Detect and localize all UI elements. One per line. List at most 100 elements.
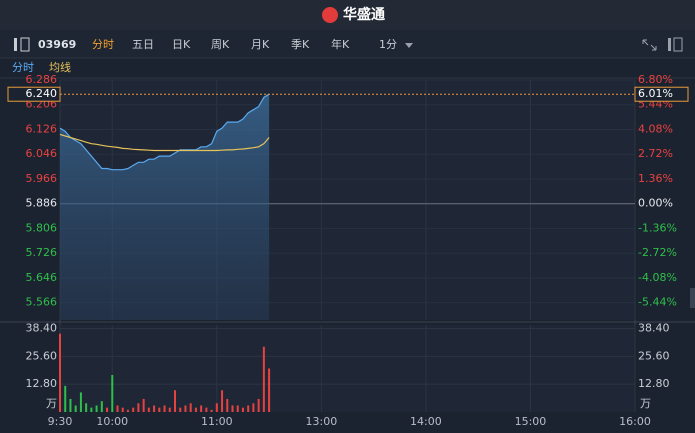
volume-bar <box>106 407 109 412</box>
y2-tick-label: 4.08% <box>638 122 673 135</box>
y-tick-label: 5.886 <box>26 197 58 210</box>
panel-toggle-icon[interactable] <box>14 38 17 51</box>
y-unit: 万 <box>46 397 57 410</box>
volume-bar <box>69 398 72 412</box>
volume-bar <box>64 385 67 412</box>
volume-bar <box>142 398 145 412</box>
volume-bar <box>194 407 197 412</box>
y2-tick-label: -1.36% <box>638 221 677 234</box>
y-tick-label: 25.60 <box>638 349 670 362</box>
volume-panel <box>60 325 635 412</box>
top-bar <box>0 0 695 30</box>
average-line <box>59 133 270 152</box>
volume-bar <box>262 346 265 412</box>
series-tab[interactable]: 均线 <box>49 60 71 74</box>
x-tick-label: 15:00 <box>515 415 547 428</box>
brand-icon <box>322 7 338 23</box>
volume-bar <box>221 390 224 412</box>
period-tab[interactable]: 年K <box>331 37 350 51</box>
volume-bar <box>210 409 213 412</box>
volume-bar <box>147 407 150 412</box>
y2-tick-label: 0.00% <box>638 197 673 210</box>
y-unit: 万 <box>640 397 651 410</box>
y-tick-label: 5.806 <box>26 221 58 234</box>
price-box <box>7 86 61 102</box>
y2-tick-label: 2.72% <box>638 147 673 160</box>
expand-icon[interactable] <box>642 39 657 51</box>
volume-bar <box>168 407 171 412</box>
y-tick-label: 38.40 <box>638 321 670 334</box>
last-price: 6.240 <box>26 87 58 100</box>
y-tick-label: 25.60 <box>26 349 58 362</box>
volume-bar <box>74 405 77 412</box>
volume-bar <box>205 407 208 412</box>
volume-bar <box>59 333 61 412</box>
y-tick-label: 12.80 <box>26 377 58 390</box>
period-tab[interactable]: 季K <box>291 38 310 51</box>
y-tick-label: 6.046 <box>26 147 58 160</box>
volume-bar <box>189 403 192 412</box>
volume-bar <box>268 368 271 412</box>
volume-bar <box>184 405 187 412</box>
volume-bar <box>90 407 93 412</box>
side-icon[interactable] <box>668 38 671 51</box>
volume-bar <box>226 398 229 412</box>
y-tick-label: 5.726 <box>26 246 58 259</box>
period-tab[interactable]: 周K <box>211 38 230 51</box>
y2-tick-label: -5.44% <box>638 296 677 309</box>
y-tick-label: 6.126 <box>26 122 58 135</box>
period-tab[interactable]: 分时 <box>92 38 114 51</box>
interval-select[interactable]: 1分 <box>379 38 397 51</box>
y2-tick-label: 6.80% <box>638 73 673 86</box>
y2-tick-label: -4.08% <box>638 271 677 284</box>
volume-bar <box>100 401 103 412</box>
y-tick-label: 6.286 <box>26 73 58 86</box>
x-tick-label: 10:00 <box>96 415 128 428</box>
volume-bar <box>116 405 119 412</box>
side-icon-box <box>673 37 683 52</box>
volume-bar <box>158 407 161 412</box>
volume-bar <box>79 392 82 412</box>
volume-bar <box>126 409 129 412</box>
y2-tick-label: 1.36% <box>638 172 673 185</box>
volume-bar <box>137 403 140 412</box>
volume-bar <box>163 405 166 412</box>
period-tab[interactable]: 日K <box>172 38 191 51</box>
volume-bar <box>132 407 135 412</box>
y-tick-label: 5.566 <box>26 296 58 309</box>
x-tick-label: 9:30 <box>48 415 73 428</box>
y-tick-label: 5.646 <box>26 271 58 284</box>
volume-bar <box>179 407 182 412</box>
volume-bar <box>257 398 260 412</box>
scroll-handle[interactable] <box>690 288 695 308</box>
x-tick-label: 16:00 <box>619 415 651 428</box>
volume-bar <box>231 405 234 412</box>
period-tab[interactable]: 五日 <box>132 38 154 51</box>
dropdown-arrow <box>405 43 413 48</box>
volume-bar <box>200 405 203 412</box>
volume-bar <box>111 375 114 412</box>
volume-bar <box>241 407 244 412</box>
panel-toggle-icon-box <box>20 37 30 52</box>
volume-bar <box>121 407 124 412</box>
volume-bar <box>174 390 176 412</box>
series-tab[interactable]: 分时 <box>12 61 34 74</box>
last-change: 6.01% <box>638 87 673 100</box>
volume-bar <box>95 405 98 412</box>
x-tick-label: 11:00 <box>201 415 233 428</box>
toolbar <box>0 30 695 58</box>
volume-bar <box>252 403 255 412</box>
stock-code: 03969 <box>38 38 76 51</box>
y-tick-label: 5.966 <box>26 172 58 185</box>
y-tick-label: 38.40 <box>26 321 58 334</box>
volume-bar <box>153 405 156 412</box>
y2-tick-label: -2.72% <box>638 246 677 259</box>
volume-bar <box>247 405 250 412</box>
y-tick-label: 12.80 <box>638 377 670 390</box>
brand: 华盛通 <box>343 6 385 23</box>
price-line <box>59 93 270 171</box>
x-tick-label: 13:00 <box>306 415 338 428</box>
change-box <box>634 86 689 102</box>
period-tab[interactable]: 月K <box>251 38 270 51</box>
